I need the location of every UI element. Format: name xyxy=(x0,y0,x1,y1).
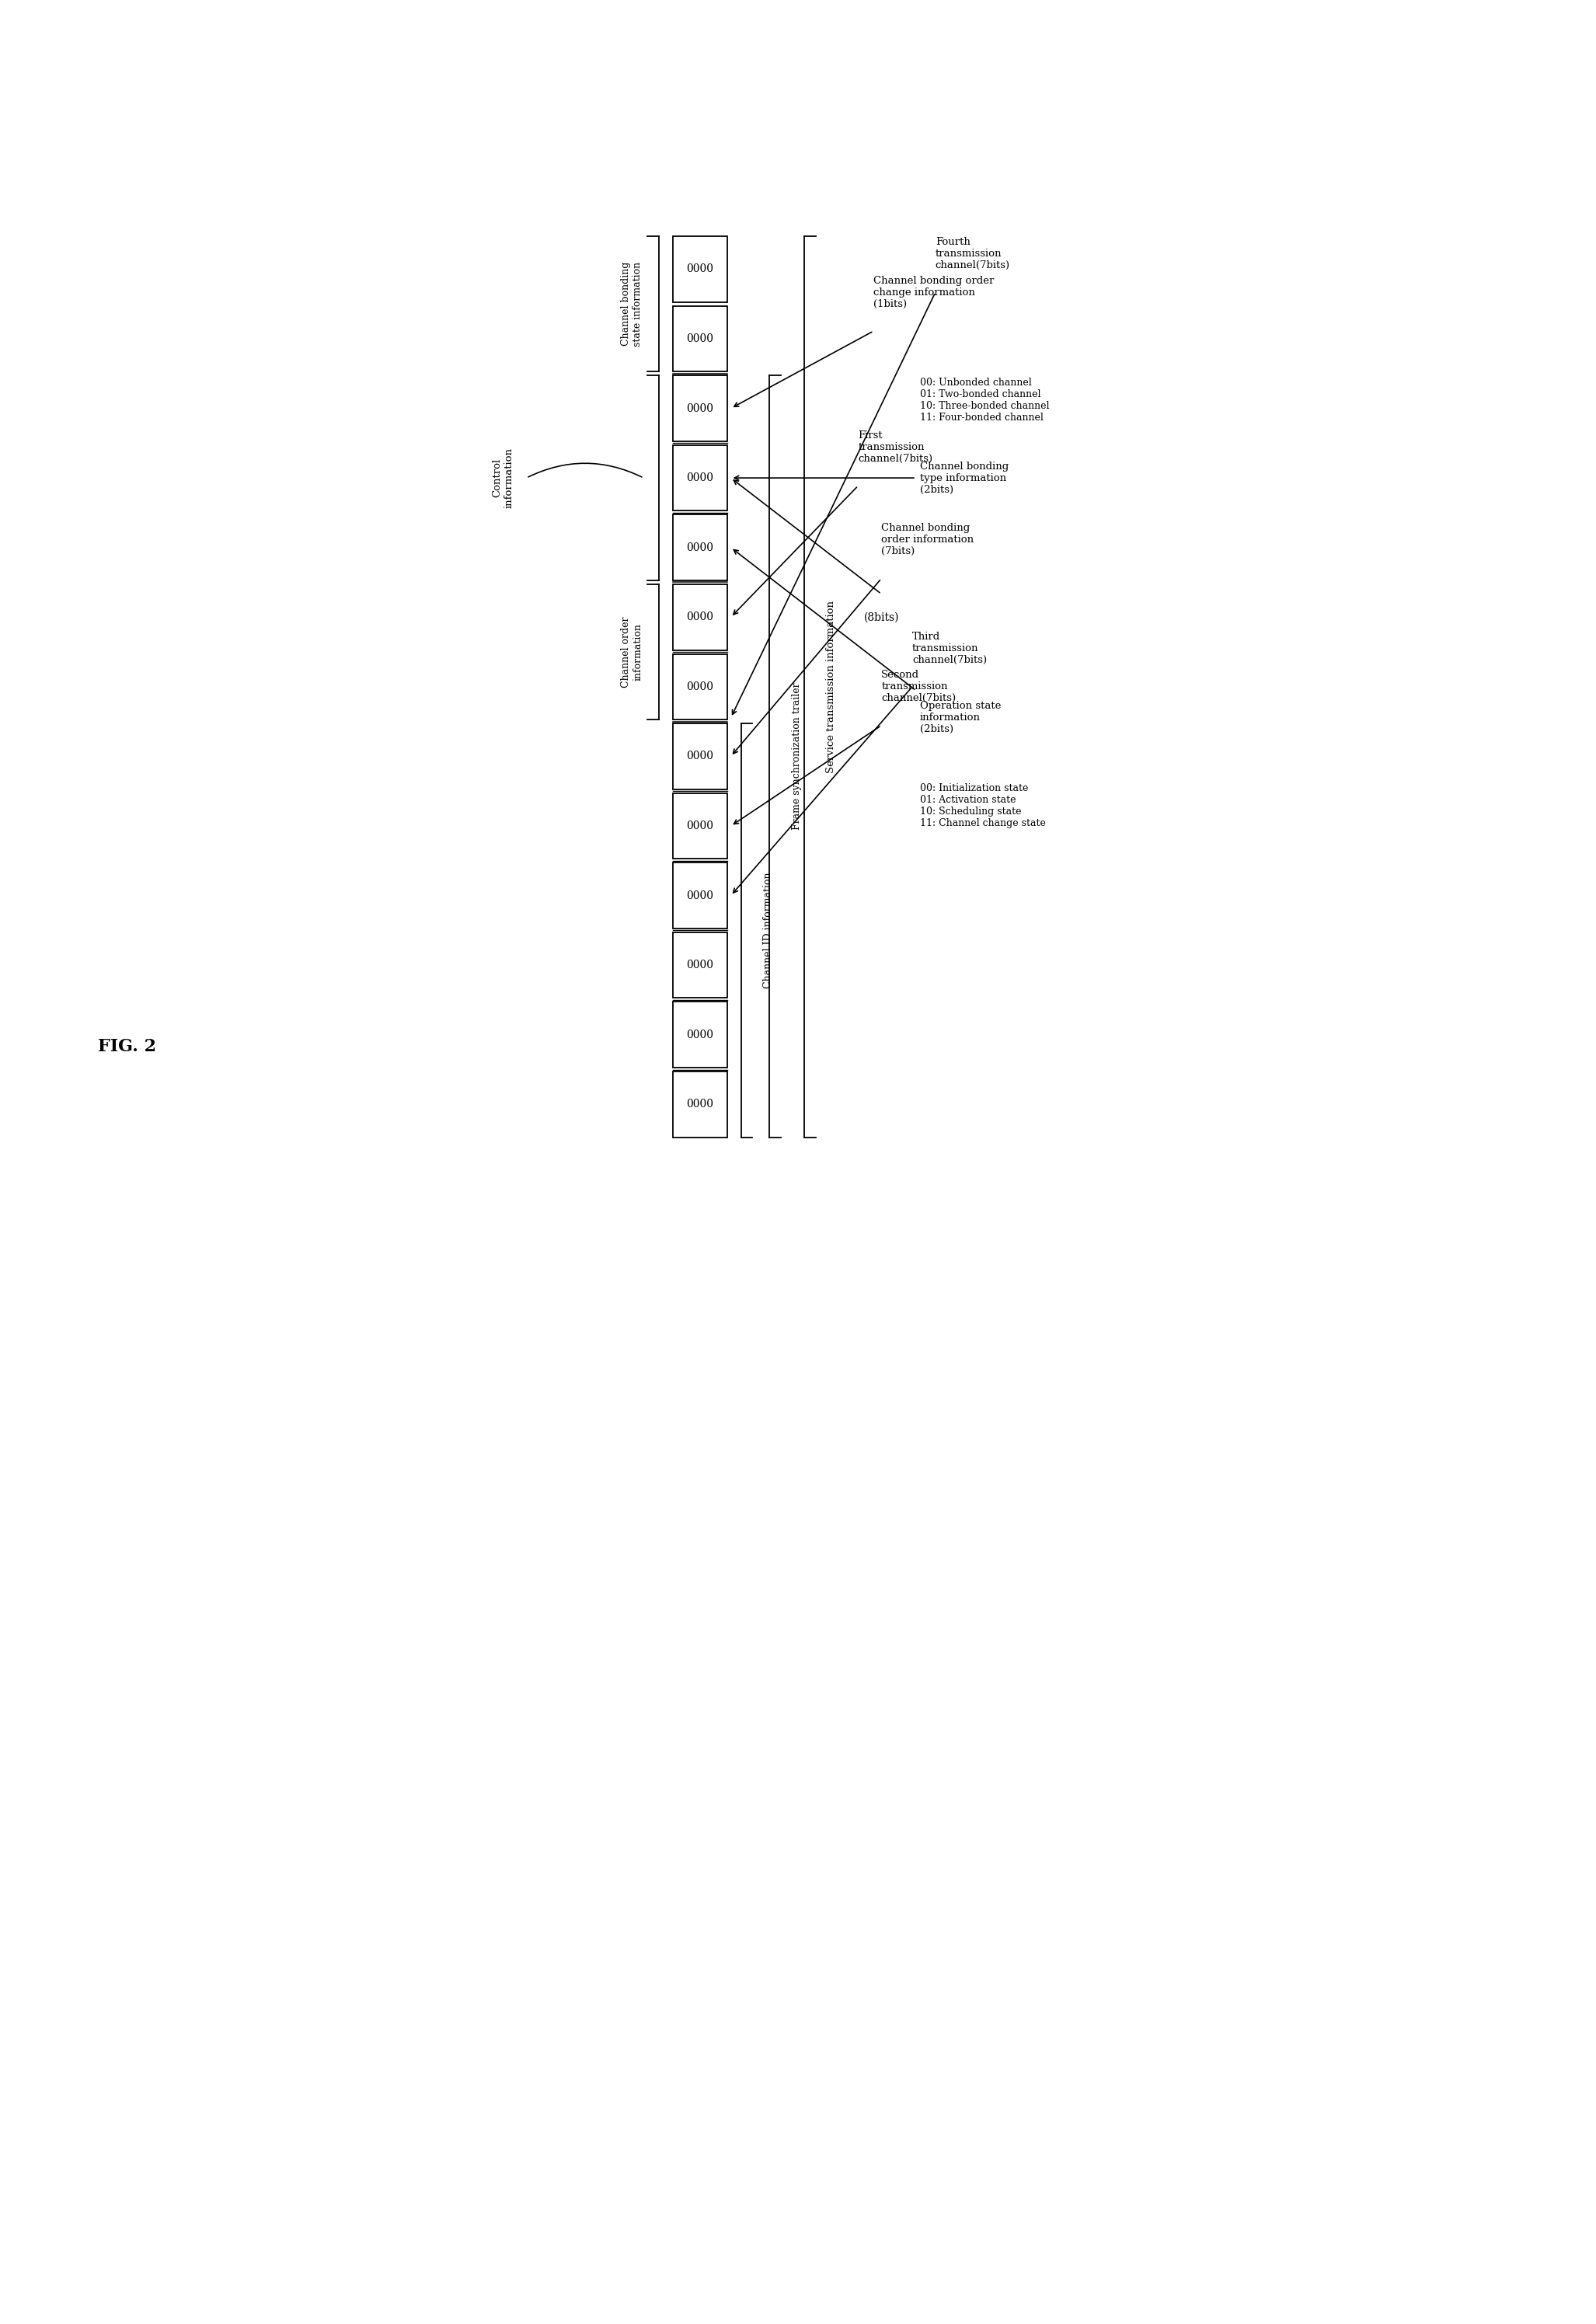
Text: 0000: 0000 xyxy=(686,751,713,762)
Text: 0000: 0000 xyxy=(686,402,713,414)
Bar xyxy=(674,446,728,511)
Text: Channel bonding
type information
(2bits): Channel bonding type information (2bits) xyxy=(919,460,1009,495)
Text: 0000: 0000 xyxy=(686,960,713,971)
Bar xyxy=(674,376,728,442)
Text: Channel ID information: Channel ID information xyxy=(763,872,772,988)
Text: 00: Initialization state
01: Activation state
10: Scheduling state
11: Channel c: 00: Initialization state 01: Activation … xyxy=(919,783,1045,827)
Text: 0000: 0000 xyxy=(686,541,713,553)
Text: 00: Unbonded channel
01: Two-bonded channel
10: Three-bonded channel
11: Four-bo: 00: Unbonded channel 01: Two-bonded chan… xyxy=(919,376,1049,423)
Bar xyxy=(674,307,728,372)
Text: Channel bonding
order information
(7bits): Channel bonding order information (7bits… xyxy=(881,523,974,555)
Text: 0000: 0000 xyxy=(686,611,713,623)
Text: (8bits): (8bits) xyxy=(863,611,899,623)
Text: Control
information: Control information xyxy=(492,449,514,509)
Text: Service transmission information: Service transmission information xyxy=(827,600,836,774)
Text: 0000: 0000 xyxy=(686,820,713,832)
Text: Fourth
transmission
channel(7bits): Fourth transmission channel(7bits) xyxy=(935,237,1010,270)
Text: 0000: 0000 xyxy=(686,332,713,344)
Text: 0000: 0000 xyxy=(686,890,713,902)
Text: Operation state
information
(2bits): Operation state information (2bits) xyxy=(919,702,1001,734)
Bar xyxy=(674,653,728,720)
Text: FIG. 2: FIG. 2 xyxy=(97,1039,156,1055)
Text: Frame synchronization trailer: Frame synchronization trailer xyxy=(792,683,801,830)
Bar xyxy=(674,237,728,302)
Text: 0000: 0000 xyxy=(686,263,713,274)
Bar xyxy=(674,1002,728,1067)
Bar xyxy=(674,862,728,927)
Bar xyxy=(674,723,728,790)
Text: 0000: 0000 xyxy=(686,681,713,693)
Text: Third
transmission
channel(7bits): Third transmission channel(7bits) xyxy=(913,632,986,665)
Text: 0000: 0000 xyxy=(686,472,713,483)
Text: 0000: 0000 xyxy=(686,1030,713,1041)
Bar xyxy=(674,932,728,997)
Text: 0000: 0000 xyxy=(686,1099,713,1111)
Text: First
transmission
channel(7bits): First transmission channel(7bits) xyxy=(859,430,934,465)
Bar xyxy=(674,792,728,860)
Bar xyxy=(674,514,728,581)
Text: Channel order
information: Channel order information xyxy=(621,616,643,688)
Text: Channel bonding order
change information
(1bits): Channel bonding order change information… xyxy=(873,277,994,309)
Bar xyxy=(674,1071,728,1136)
Bar xyxy=(674,583,728,651)
Text: Second
transmission
channel(7bits): Second transmission channel(7bits) xyxy=(881,669,956,704)
Text: Channel bonding
state information: Channel bonding state information xyxy=(621,263,643,346)
